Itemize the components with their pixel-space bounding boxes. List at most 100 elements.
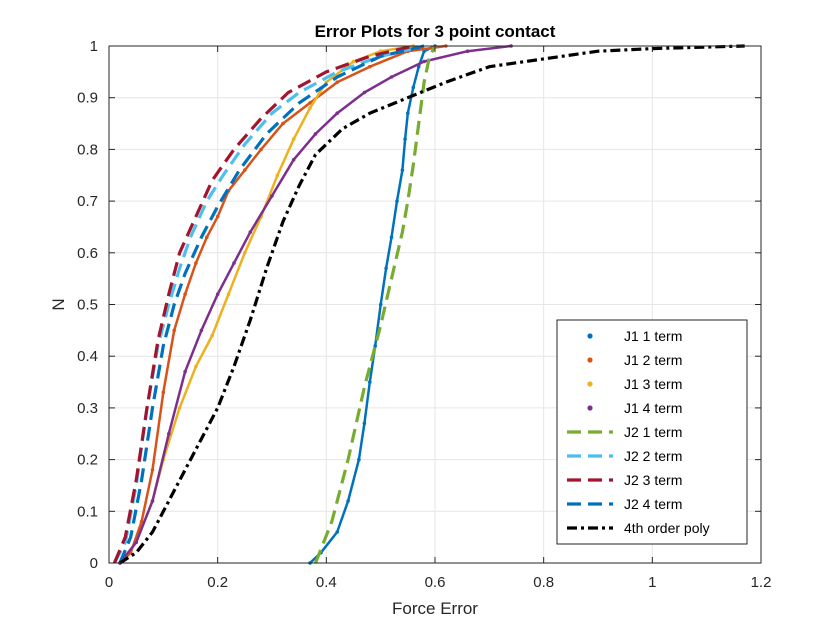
data-point bbox=[194, 364, 198, 369]
data-point bbox=[362, 421, 367, 426]
data-point bbox=[308, 101, 312, 105]
series-j2-3-term bbox=[112, 44, 414, 564]
y-tick-label: 0.8 bbox=[77, 141, 98, 158]
data-point bbox=[378, 302, 383, 307]
y-tick-label: 0.6 bbox=[77, 245, 98, 262]
series-line-j2-4-term bbox=[118, 44, 425, 564]
x-tick-label: 0.2 bbox=[207, 574, 228, 591]
x-tick-label: 0 bbox=[105, 574, 113, 591]
series-j2-4-term bbox=[118, 44, 425, 564]
legend-item: J1 4 term bbox=[587, 400, 682, 416]
data-point bbox=[368, 64, 372, 69]
data-point bbox=[134, 540, 138, 545]
data-point bbox=[183, 369, 187, 374]
data-point bbox=[406, 111, 410, 115]
data-point bbox=[243, 168, 247, 172]
data-point bbox=[335, 111, 340, 115]
legend-marker bbox=[587, 405, 593, 411]
data-point bbox=[199, 328, 204, 333]
legend-item: J2 1 term bbox=[567, 424, 682, 440]
legend-marker bbox=[587, 357, 593, 363]
data-point bbox=[308, 106, 312, 110]
series-line-j2-1-term bbox=[314, 45, 437, 564]
y-axis-label: N bbox=[49, 298, 68, 310]
data-point bbox=[291, 157, 296, 162]
data-point bbox=[324, 80, 329, 84]
data-point bbox=[389, 75, 394, 79]
data-point bbox=[384, 266, 388, 271]
legend-item: J2 4 term bbox=[567, 496, 682, 512]
legend-marker bbox=[587, 381, 593, 387]
data-point bbox=[259, 147, 263, 152]
y-tick-label: 0.7 bbox=[77, 193, 98, 210]
data-point bbox=[172, 328, 176, 333]
data-point bbox=[215, 214, 220, 219]
series-line-j1-4-term bbox=[118, 44, 512, 564]
data-point bbox=[351, 59, 356, 64]
legend-label: J1 1 term bbox=[624, 328, 682, 344]
data-point bbox=[403, 137, 407, 141]
data-point bbox=[167, 432, 171, 436]
data-point bbox=[346, 499, 350, 503]
legend-label: J2 4 term bbox=[624, 496, 682, 512]
data-point bbox=[270, 194, 274, 198]
y-tick-label: 0.1 bbox=[77, 503, 98, 520]
legend-item: J1 2 term bbox=[587, 352, 682, 368]
legend-item: J2 3 term bbox=[567, 472, 682, 488]
data-point bbox=[422, 59, 426, 64]
y-tick-label: 1 bbox=[90, 38, 98, 55]
data-point bbox=[275, 173, 280, 178]
data-point bbox=[161, 390, 166, 395]
series-layer bbox=[112, 44, 745, 565]
data-point bbox=[373, 344, 378, 348]
data-point bbox=[194, 261, 198, 265]
series-j2-1-term bbox=[314, 45, 437, 564]
data-point bbox=[313, 132, 318, 136]
y-tick-label: 0.5 bbox=[77, 297, 98, 314]
ticks: 0 0.2 0.4 0.6 0.8 1 1.2 0 0.1 0.2 0.3 0.4 0.5 0.6 0.7 0… bbox=[77, 38, 771, 591]
series-4th-order-poly bbox=[119, 44, 745, 565]
data-point bbox=[150, 499, 155, 503]
x-tick-label: 1.2 bbox=[751, 574, 772, 591]
y-tick-label: 0.9 bbox=[77, 90, 98, 107]
data-point bbox=[139, 519, 144, 524]
x-axis-label: Force Error bbox=[392, 599, 478, 618]
legend-item: 4th order poly bbox=[567, 520, 710, 536]
data-point bbox=[232, 261, 236, 265]
data-point bbox=[281, 121, 285, 126]
data-point bbox=[335, 530, 340, 534]
data-point bbox=[177, 406, 182, 410]
x-tick-label: 0.8 bbox=[533, 574, 554, 591]
data-point bbox=[291, 137, 296, 141]
y-tick-label: 0.2 bbox=[77, 452, 98, 469]
data-point bbox=[411, 85, 416, 90]
legend-item: J2 2 term bbox=[567, 448, 682, 464]
data-point bbox=[368, 380, 372, 384]
legend-label: J2 1 term bbox=[624, 424, 682, 440]
data-point bbox=[465, 49, 470, 53]
series-j1-4-term bbox=[118, 44, 513, 565]
chart-title: Error Plots for 3 point contact bbox=[315, 22, 556, 41]
y-tick-label: 0.4 bbox=[77, 348, 98, 365]
data-point bbox=[248, 230, 253, 234]
data-point bbox=[335, 80, 340, 84]
data-point bbox=[400, 168, 405, 172]
legend-marker bbox=[587, 333, 593, 339]
legend-label: J2 3 term bbox=[624, 472, 682, 488]
legend-label: J1 3 term bbox=[624, 376, 682, 392]
legend-label: 4th order poly bbox=[624, 520, 710, 536]
data-point bbox=[215, 292, 220, 297]
data-point bbox=[150, 468, 155, 472]
data-point bbox=[357, 457, 361, 462]
legend: J1 1 term J1 2 term J1 3 term J1 4 term J2 1… bbox=[556, 319, 748, 545]
data-point bbox=[362, 90, 367, 95]
data-point bbox=[395, 199, 399, 203]
data-point bbox=[389, 235, 394, 240]
data-point bbox=[226, 292, 231, 297]
series-line-j2-3-term bbox=[112, 44, 414, 564]
data-point bbox=[183, 292, 187, 297]
data-point bbox=[243, 251, 247, 255]
legend-label: J1 2 term bbox=[624, 352, 682, 368]
x-tick-label: 0.4 bbox=[316, 574, 337, 591]
